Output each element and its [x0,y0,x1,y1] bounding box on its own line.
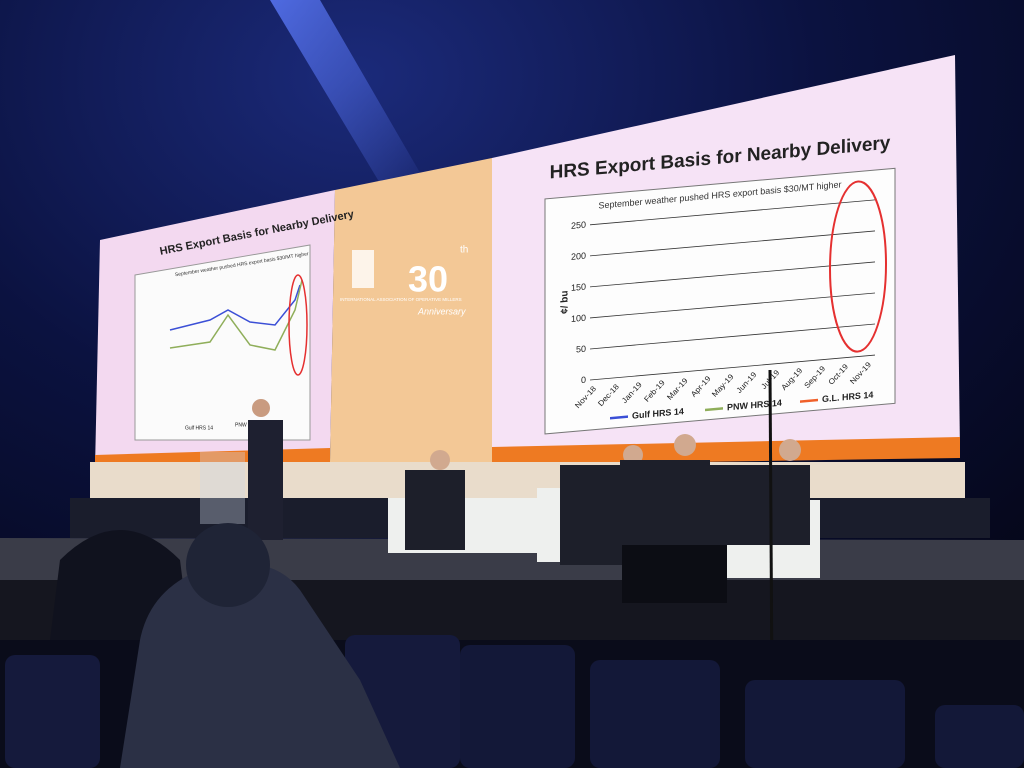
legend-swatch [800,398,818,403]
org-name: INTERNATIONAL ASSOCIATION OF OPERATIVE M… [340,297,462,302]
y-tick-label: 200 [571,251,586,262]
mic-stand [768,369,774,691]
grid-line [590,354,875,381]
highlight-circle [829,180,887,353]
audience-head [186,523,270,607]
panelist-head [674,434,696,456]
y-axis-label: ¢/ bu [560,290,571,314]
audience [0,523,1024,768]
grid-line [590,230,875,257]
left-legend: Gulf HRS 14 [185,425,213,431]
panelist [405,470,465,550]
legend-label: Gulf HRS 14 [632,406,684,421]
y-tick-label: 250 [571,220,586,231]
light-beam [270,0,430,200]
anniversary-number: 30 [408,259,448,300]
speaker [248,420,283,540]
grid-line [590,292,875,319]
anniversary-text: Anniversary [417,306,466,316]
chart-frame [544,167,896,435]
speaker-monitor [622,545,727,603]
y-tick-label: 100 [571,313,586,324]
logo [352,250,374,288]
audience-person [120,563,400,768]
left-line [169,284,301,331]
grid-line [590,261,875,288]
panelist-head [430,450,450,470]
seat [5,655,100,768]
seat [460,645,575,768]
speaker-head [252,399,270,417]
lectern [200,452,245,524]
left-chart-frame [134,244,311,441]
anniversary-suffix: th [460,245,468,256]
grid-line [590,199,875,226]
left-highlight [288,274,308,376]
y-tick-label: 0 [581,375,586,385]
seat [935,705,1024,768]
y-tick-label: 150 [571,282,586,293]
left-line [169,279,303,351]
seat [745,680,905,768]
seat [590,660,720,768]
legend-label: PNW HRS 14 [727,398,782,413]
legend-label: G.L. HRS 14 [822,390,873,404]
center-panel [330,158,492,462]
panelist-head [779,439,801,461]
grid-line [590,323,875,350]
legend-swatch [705,407,723,412]
legend-swatch [610,415,628,420]
panelist [680,465,810,545]
right-strip [492,437,960,465]
y-tick-label: 50 [576,344,586,355]
